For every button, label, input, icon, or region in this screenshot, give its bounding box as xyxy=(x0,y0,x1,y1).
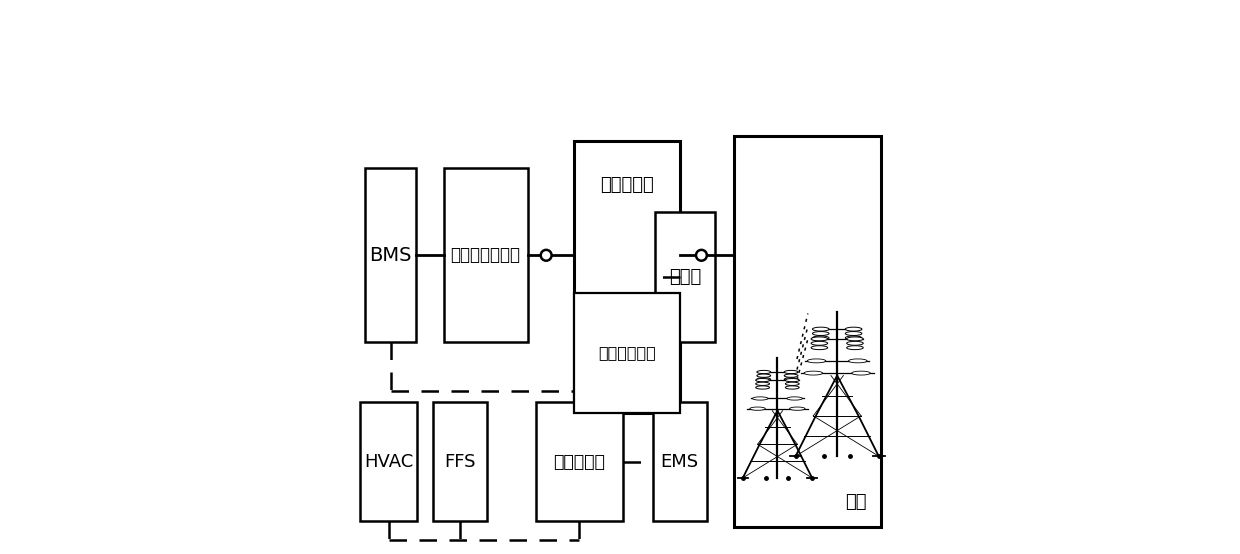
FancyBboxPatch shape xyxy=(574,293,680,413)
Text: HVAC: HVAC xyxy=(365,453,414,470)
Ellipse shape xyxy=(846,331,862,336)
Ellipse shape xyxy=(811,341,827,345)
Ellipse shape xyxy=(756,378,771,381)
Ellipse shape xyxy=(756,374,771,377)
Circle shape xyxy=(541,250,552,261)
Text: EMS: EMS xyxy=(661,453,699,470)
FancyBboxPatch shape xyxy=(444,168,528,342)
Ellipse shape xyxy=(787,397,802,400)
Ellipse shape xyxy=(750,407,765,411)
Ellipse shape xyxy=(755,382,770,386)
Ellipse shape xyxy=(848,359,867,363)
Ellipse shape xyxy=(811,346,827,350)
Ellipse shape xyxy=(753,397,768,400)
FancyBboxPatch shape xyxy=(365,168,417,342)
Ellipse shape xyxy=(785,382,800,386)
Ellipse shape xyxy=(847,337,863,341)
FancyBboxPatch shape xyxy=(433,402,487,521)
Text: 电网: 电网 xyxy=(846,493,867,511)
Ellipse shape xyxy=(784,371,799,373)
Ellipse shape xyxy=(811,337,827,341)
Ellipse shape xyxy=(812,336,830,340)
Ellipse shape xyxy=(807,359,826,363)
Ellipse shape xyxy=(812,327,830,331)
Ellipse shape xyxy=(755,378,770,382)
Text: 故障录波装置: 故障录波装置 xyxy=(598,346,656,361)
Text: 上位机: 上位机 xyxy=(670,268,702,286)
FancyBboxPatch shape xyxy=(655,212,715,342)
Ellipse shape xyxy=(847,341,863,345)
Ellipse shape xyxy=(852,371,870,375)
Ellipse shape xyxy=(847,346,863,350)
FancyBboxPatch shape xyxy=(734,136,880,527)
FancyBboxPatch shape xyxy=(574,141,680,413)
Text: 储能变流器: 储能变流器 xyxy=(600,176,653,194)
Text: FFS: FFS xyxy=(444,453,476,470)
Ellipse shape xyxy=(784,374,799,377)
Text: 直流汇流保护柜: 直流汇流保护柜 xyxy=(450,247,521,264)
Ellipse shape xyxy=(846,336,862,340)
Circle shape xyxy=(696,250,707,261)
Ellipse shape xyxy=(785,386,800,389)
FancyBboxPatch shape xyxy=(536,402,622,521)
Ellipse shape xyxy=(790,407,805,411)
FancyBboxPatch shape xyxy=(652,402,707,521)
Ellipse shape xyxy=(785,378,800,382)
Text: 本地控制器: 本地控制器 xyxy=(553,453,605,470)
Ellipse shape xyxy=(756,371,771,373)
Ellipse shape xyxy=(755,386,770,389)
Ellipse shape xyxy=(846,327,862,331)
Ellipse shape xyxy=(812,331,830,336)
FancyBboxPatch shape xyxy=(361,402,418,521)
Ellipse shape xyxy=(804,371,822,375)
Ellipse shape xyxy=(784,378,799,381)
Text: BMS: BMS xyxy=(370,246,412,265)
